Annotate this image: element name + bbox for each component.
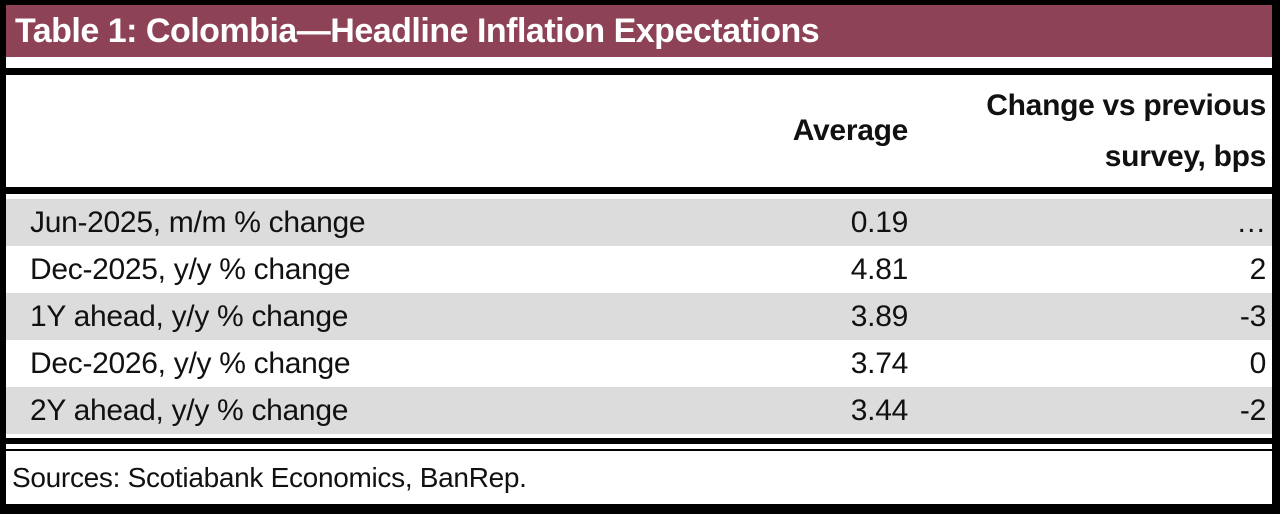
row-label: Dec-2025, y/y % change [30,252,351,286]
table-row: Dec-2025, y/y % change 4.81 2 [6,246,1272,293]
column-header-average: Average [792,114,909,147]
row-label: 1Y ahead, y/y % change [30,299,349,333]
table-row: Jun-2025, m/m % change 0.19 … [6,199,1272,246]
table-row: 1Y ahead, y/y % change 3.89 -3 [6,293,1272,340]
column-header-change-line2: survey, bps [1104,140,1267,173]
sources-note: Sources: Scotiabank Economics, BanRep. [12,461,527,493]
table-row: 2Y ahead, y/y % change 3.44 -2 [6,387,1272,434]
average-value: 0.19 [850,205,909,239]
column-header-change: Change vs previous survey, bps [908,80,1272,182]
average-value: 4.81 [850,252,909,286]
change-value: -2 [1239,393,1266,427]
table-title-bar: Table 1: Colombia—Headline Inflation Exp… [6,5,1272,57]
average-value: 3.74 [850,346,909,380]
row-label: Jun-2025, m/m % change [30,205,366,239]
change-value: -3 [1239,299,1266,333]
change-value: 2 [1249,252,1267,286]
title-separator-gap [6,57,1272,68]
column-header-change-line1: Change vs previous [986,89,1266,122]
table-top-rule [6,68,1272,75]
footer-gap [6,444,1272,449]
table-bottom-rule [6,438,1272,444]
row-label: 2Y ahead, y/y % change [30,393,349,427]
average-value: 3.89 [850,299,909,333]
sources-box: Sources: Scotiabank Economics, BanRep. [6,449,1272,504]
body-bottom-gap [6,434,1272,438]
table-title: Table 1: Colombia—Headline Inflation Exp… [15,11,820,50]
row-label: Dec-2026, y/y % change [30,346,351,380]
table-body: Jun-2025, m/m % change 0.19 … Dec-2025, y/y… [6,199,1272,434]
change-value: 0 [1249,346,1267,380]
header-bottom-rule [6,187,1272,194]
header-body-gap [6,194,1272,199]
column-header-row: Average Change vs previous survey, bps [6,75,1272,187]
change-value: … [1236,205,1266,239]
average-value: 3.44 [850,393,909,427]
table-row: Dec-2026, y/y % change 3.74 0 [6,340,1272,387]
